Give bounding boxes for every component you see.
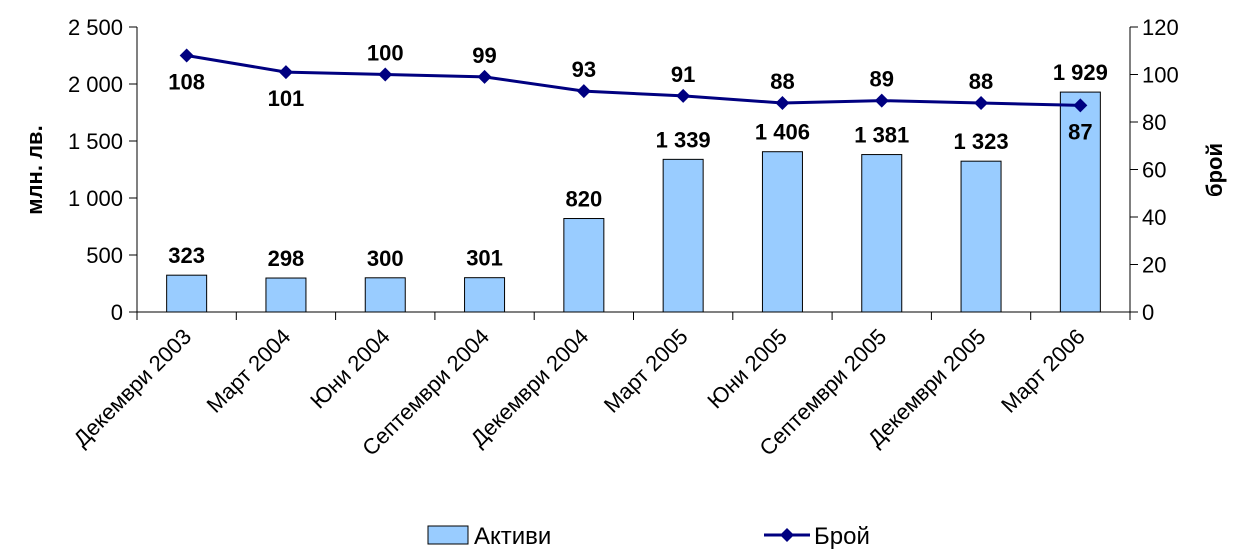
bar-data-label: 323	[168, 243, 205, 268]
y2-tick-label: 80	[1142, 110, 1166, 135]
line-data-label: 99	[472, 43, 496, 68]
line-marker	[378, 67, 393, 82]
bar	[960, 160, 1002, 313]
line-marker	[775, 96, 790, 110]
line-marker	[874, 93, 889, 108]
line-marker	[676, 88, 691, 103]
y2-tick-label: 20	[1142, 253, 1166, 278]
y-tick-label: 2 500	[68, 15, 123, 40]
line-marker	[974, 96, 989, 110]
y-tick-label: 0	[111, 300, 123, 325]
line-data-label: 108	[168, 70, 205, 95]
x-category-label: Март 2005	[599, 324, 693, 418]
line-data-label: 91	[671, 62, 695, 87]
line-data-label: 88	[969, 69, 993, 94]
x-category-label: Юни 2004	[305, 324, 395, 414]
bar	[265, 277, 307, 313]
bar	[662, 158, 704, 313]
bar	[761, 151, 803, 313]
line-data-label: 101	[268, 86, 305, 111]
legend-label-bars: Активи	[474, 523, 551, 550]
y-tick-label: 500	[86, 243, 123, 268]
y-tick-label: 1 000	[68, 186, 123, 211]
bar-data-label: 820	[565, 187, 602, 212]
x-category-label: Декември 2003	[68, 324, 196, 452]
legend-swatch-bars	[427, 525, 469, 545]
bar-data-label: 300	[367, 246, 404, 271]
y2-axis-title: брой	[1202, 143, 1227, 197]
legend: Активи Брой	[427, 523, 870, 550]
legend-label-line: Брой	[814, 523, 870, 550]
plot-area: 0 500 1 000 1 500 2 000 2 500 0 20 40 60 80 100 120 3…	[68, 15, 1179, 461]
bar	[563, 218, 605, 313]
line-marker	[477, 69, 492, 84]
bar-data-label: 1 929	[1053, 60, 1108, 85]
y2-tick-label: 60	[1142, 158, 1166, 183]
line-marker	[576, 84, 591, 99]
bar	[166, 274, 208, 313]
y2-tick-label: 100	[1142, 63, 1179, 88]
x-category-label: Юни 2005	[702, 324, 792, 414]
bar	[1059, 91, 1101, 313]
line-marker	[179, 48, 194, 63]
bar	[464, 277, 506, 313]
bar-data-label: 1 406	[755, 120, 810, 145]
line-data-label: 89	[870, 67, 894, 92]
x-category-label: Март 2006	[996, 324, 1090, 418]
y2-tick-label: 0	[1142, 300, 1154, 325]
bar-data-label: 298	[268, 246, 305, 271]
line-data-label: 87	[1068, 119, 1092, 144]
legend-swatch-marker	[780, 528, 794, 542]
y-axis-title: млн. лв.	[22, 125, 47, 214]
y-tick-label: 1 500	[68, 129, 123, 154]
line-marker	[1073, 98, 1088, 113]
y2-tick-label: 40	[1142, 205, 1166, 230]
bar	[861, 154, 903, 313]
bar-data-label: 1 381	[854, 123, 909, 148]
bar-data-label: 1 323	[954, 129, 1009, 154]
line-marker	[278, 65, 293, 80]
y2-tick-label: 120	[1142, 15, 1179, 40]
bar	[364, 277, 406, 313]
line-series	[186, 54, 1081, 107]
bar-data-label: 1 339	[656, 127, 711, 152]
x-category-label: Март 2004	[202, 324, 296, 418]
bar-data-label: 301	[466, 246, 503, 271]
y-tick-label: 2 000	[68, 72, 123, 97]
line-data-label: 88	[770, 69, 794, 94]
line-data-label: 100	[367, 41, 404, 66]
line-data-label: 93	[572, 57, 596, 82]
